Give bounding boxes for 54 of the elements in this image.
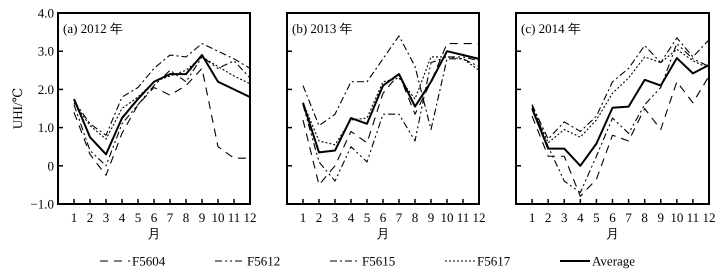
- x-tick-label: 6: [380, 210, 387, 225]
- x-tick-label: 8: [182, 210, 190, 225]
- y-tick-label: 4.0: [38, 6, 54, 20]
- x-tick-label: 6: [150, 210, 158, 225]
- y-tick-label: 2.0: [38, 82, 54, 97]
- y-tick-label: 3.0: [38, 44, 54, 59]
- x-axis-title: 月: [606, 226, 619, 241]
- legend-label: F5612: [247, 254, 280, 268]
- x-tick-label: 6: [609, 210, 616, 225]
- x-tick-label: 12: [702, 210, 716, 225]
- x-axis-title: 月: [376, 226, 390, 241]
- x-tick-label: 7: [166, 210, 174, 225]
- x-tick-label: 12: [472, 210, 486, 225]
- x-tick-label: 1: [300, 210, 306, 225]
- x-tick-label: 4: [348, 210, 355, 225]
- text: (a) 2012 年: [63, 21, 123, 36]
- y-tick-label: 0: [48, 158, 54, 174]
- x-tick-label: 3: [561, 210, 568, 225]
- x-tick-label: 11: [456, 210, 470, 225]
- y-axis-title: UHI/℃: [10, 88, 25, 130]
- x-tick-label: 2: [86, 210, 94, 225]
- x-tick-label: 9: [658, 210, 664, 225]
- x-tick-label: 9: [198, 210, 206, 225]
- x-tick-label: 11: [228, 210, 240, 225]
- x-tick-label: 12: [244, 210, 256, 225]
- x-tick-label: 5: [593, 210, 600, 225]
- x-tick-label: 3: [102, 210, 110, 225]
- x-tick-label: 10: [212, 210, 224, 225]
- x-tick-label: 7: [396, 210, 403, 225]
- y-tick-label: 1.0: [38, 120, 54, 136]
- x-tick-label: 5: [134, 210, 142, 225]
- y-tick-label: −1.0: [30, 196, 54, 212]
- x-tick-label: 1: [70, 210, 78, 225]
- x-tick-label: 8: [412, 210, 418, 225]
- x-tick-label: 4: [118, 210, 126, 225]
- x-tick-label: 4: [577, 210, 584, 225]
- x-tick-label: 8: [641, 210, 648, 225]
- x-tick-label: 9: [428, 210, 434, 225]
- x-tick-label: 1: [528, 210, 536, 225]
- text: (c) 2014 年: [521, 21, 581, 36]
- legend-label: F5617: [477, 254, 511, 268]
- x-tick-label: 2: [544, 210, 552, 225]
- x-tick-label: 7: [625, 210, 632, 225]
- x-axis-title: 月: [148, 226, 160, 241]
- x-tick-label: 5: [364, 210, 370, 225]
- legend-label: F5615: [362, 254, 396, 268]
- legend-label: Average: [592, 254, 636, 268]
- text: (b) 2013 年: [292, 21, 353, 36]
- x-tick-label: 3: [332, 210, 338, 225]
- x-tick-label: 2: [316, 210, 322, 225]
- x-tick-label: 10: [670, 210, 684, 225]
- x-tick-label: 10: [440, 210, 454, 225]
- legend-label: F5604: [132, 254, 166, 268]
- x-tick-label: 11: [686, 210, 700, 225]
